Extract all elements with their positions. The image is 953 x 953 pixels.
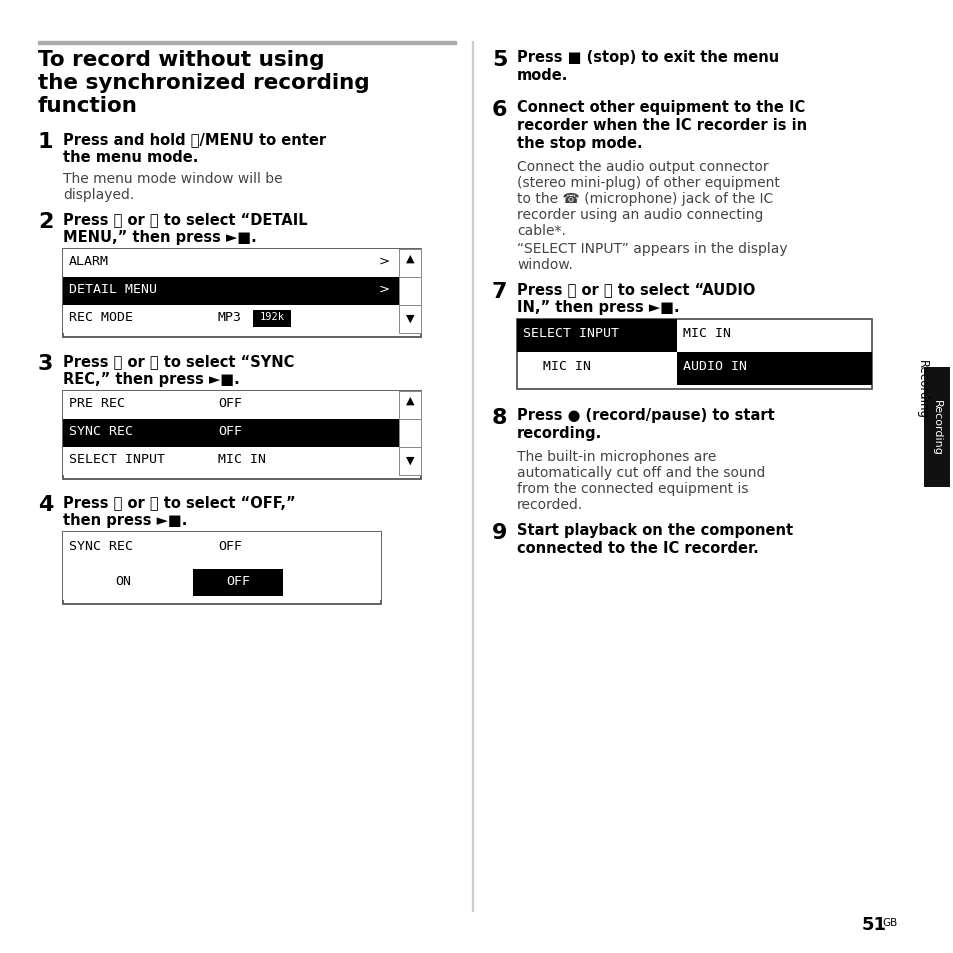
- Text: 5: 5: [492, 50, 507, 70]
- Text: 6: 6: [492, 100, 507, 120]
- Text: To record without using: To record without using: [38, 50, 324, 70]
- Text: then press ►■.: then press ►■.: [63, 513, 187, 527]
- Text: 51: 51: [862, 915, 886, 933]
- Text: Press ■ (stop) to exit the menu: Press ■ (stop) to exit the menu: [517, 50, 779, 65]
- Text: Press ⏮ or ⏭ to select “SYNC: Press ⏮ or ⏭ to select “SYNC: [63, 354, 294, 369]
- Text: OFF: OFF: [218, 396, 242, 410]
- Text: 2: 2: [38, 212, 53, 232]
- Text: SELECT INPUT: SELECT INPUT: [522, 327, 618, 339]
- Text: REC MODE: REC MODE: [69, 311, 132, 324]
- Text: PRE REC: PRE REC: [69, 396, 125, 410]
- Bar: [398, 448, 420, 476]
- Bar: [472, 42, 473, 911]
- Text: SYNC REC: SYNC REC: [69, 424, 132, 437]
- Text: the synchronized recording: the synchronized recording: [38, 73, 369, 92]
- FancyBboxPatch shape: [63, 250, 420, 337]
- Text: Press ● (record/pause) to start: Press ● (record/pause) to start: [517, 408, 774, 422]
- Bar: [253, 311, 291, 328]
- Text: MIC IN: MIC IN: [218, 453, 266, 465]
- Text: SYNC REC: SYNC REC: [69, 539, 132, 553]
- Text: ▲: ▲: [405, 395, 414, 406]
- Text: >: >: [378, 283, 390, 295]
- Text: to the ☎ (microphone) jack of the IC: to the ☎ (microphone) jack of the IC: [517, 192, 773, 206]
- Text: Press ⏮ or ⏭ to select “AUDIO: Press ⏮ or ⏭ to select “AUDIO: [517, 282, 755, 296]
- Text: The menu mode window will be: The menu mode window will be: [63, 172, 282, 186]
- Text: (stereo mini-plug) of other equipment: (stereo mini-plug) of other equipment: [517, 175, 779, 190]
- Text: recorder when the IC recorder is in: recorder when the IC recorder is in: [517, 118, 806, 132]
- Text: DETAIL MENU: DETAIL MENU: [69, 283, 157, 295]
- Text: MENU,” then press ►■.: MENU,” then press ►■.: [63, 230, 256, 245]
- Text: REC,” then press ►■.: REC,” then press ►■.: [63, 372, 239, 387]
- Text: automatically cut off and the sound: automatically cut off and the sound: [517, 465, 764, 479]
- Bar: [63, 566, 380, 600]
- Bar: [517, 319, 677, 353]
- Text: AUDIO IN: AUDIO IN: [682, 359, 746, 373]
- Text: Start playback on the component: Start playback on the component: [517, 522, 792, 537]
- Text: 192k: 192k: [259, 312, 284, 322]
- Text: cable*.: cable*.: [517, 224, 565, 237]
- Bar: [677, 353, 871, 386]
- Text: 4: 4: [38, 495, 53, 515]
- Text: 1: 1: [38, 132, 53, 152]
- Bar: [63, 392, 398, 419]
- FancyBboxPatch shape: [517, 319, 871, 390]
- FancyBboxPatch shape: [63, 533, 380, 604]
- Text: OFF: OFF: [226, 575, 250, 587]
- Bar: [923, 368, 949, 488]
- Text: 3: 3: [38, 354, 53, 374]
- Text: Connect the audio output connector: Connect the audio output connector: [517, 160, 768, 173]
- Text: Press ⏮ or ⏭ to select “DETAIL: Press ⏮ or ⏭ to select “DETAIL: [63, 212, 307, 227]
- Text: mode.: mode.: [517, 68, 568, 83]
- Bar: [398, 277, 420, 306]
- Text: >: >: [378, 254, 390, 268]
- Bar: [38, 42, 456, 45]
- Bar: [63, 250, 398, 277]
- Text: ON: ON: [115, 575, 131, 587]
- Bar: [63, 448, 398, 476]
- Text: ▼: ▼: [405, 456, 414, 465]
- Bar: [398, 419, 420, 448]
- Text: Press and hold ⎙/MENU to enter: Press and hold ⎙/MENU to enter: [63, 132, 326, 147]
- Bar: [63, 533, 380, 566]
- Text: recorded.: recorded.: [517, 497, 582, 512]
- Bar: [398, 250, 420, 277]
- Text: OFF: OFF: [218, 424, 242, 437]
- Text: 7: 7: [492, 282, 507, 302]
- Text: Recording: Recording: [915, 359, 928, 418]
- Text: OFF: OFF: [218, 539, 242, 553]
- Text: recording.: recording.: [517, 426, 601, 440]
- Text: Recording: Recording: [931, 399, 941, 456]
- Text: GB: GB: [882, 917, 897, 927]
- Text: SELECT INPUT: SELECT INPUT: [69, 453, 165, 465]
- Text: MIC IN: MIC IN: [682, 327, 730, 339]
- Text: recorder using an audio connecting: recorder using an audio connecting: [517, 208, 762, 222]
- Bar: [398, 306, 420, 334]
- Text: the stop mode.: the stop mode.: [517, 136, 642, 151]
- Bar: [63, 306, 398, 334]
- Text: ▼: ▼: [405, 314, 414, 324]
- Text: 8: 8: [492, 408, 507, 428]
- Text: MP3: MP3: [218, 311, 242, 324]
- Text: ▲: ▲: [405, 253, 414, 264]
- Text: IN,” then press ►■.: IN,” then press ►■.: [517, 299, 679, 314]
- Text: The built-in microphones are: The built-in microphones are: [517, 450, 716, 463]
- Text: function: function: [38, 96, 138, 116]
- Text: from the connected equipment is: from the connected equipment is: [517, 481, 748, 496]
- Text: Connect other equipment to the IC: Connect other equipment to the IC: [517, 100, 804, 115]
- Text: displayed.: displayed.: [63, 188, 134, 202]
- Text: connected to the IC recorder.: connected to the IC recorder.: [517, 540, 758, 556]
- Text: ALARM: ALARM: [69, 254, 109, 268]
- Bar: [398, 392, 420, 419]
- Text: the menu mode.: the menu mode.: [63, 150, 198, 165]
- Text: Press ⏮ or ⏭ to select “OFF,”: Press ⏮ or ⏭ to select “OFF,”: [63, 495, 295, 510]
- Text: “SELECT INPUT” appears in the display: “SELECT INPUT” appears in the display: [517, 242, 787, 255]
- Bar: [63, 277, 398, 306]
- Text: MIC IN: MIC IN: [542, 359, 590, 373]
- Bar: [193, 569, 283, 597]
- FancyBboxPatch shape: [63, 392, 420, 479]
- Text: 9: 9: [492, 522, 507, 542]
- Bar: [63, 419, 398, 448]
- Text: window.: window.: [517, 257, 572, 272]
